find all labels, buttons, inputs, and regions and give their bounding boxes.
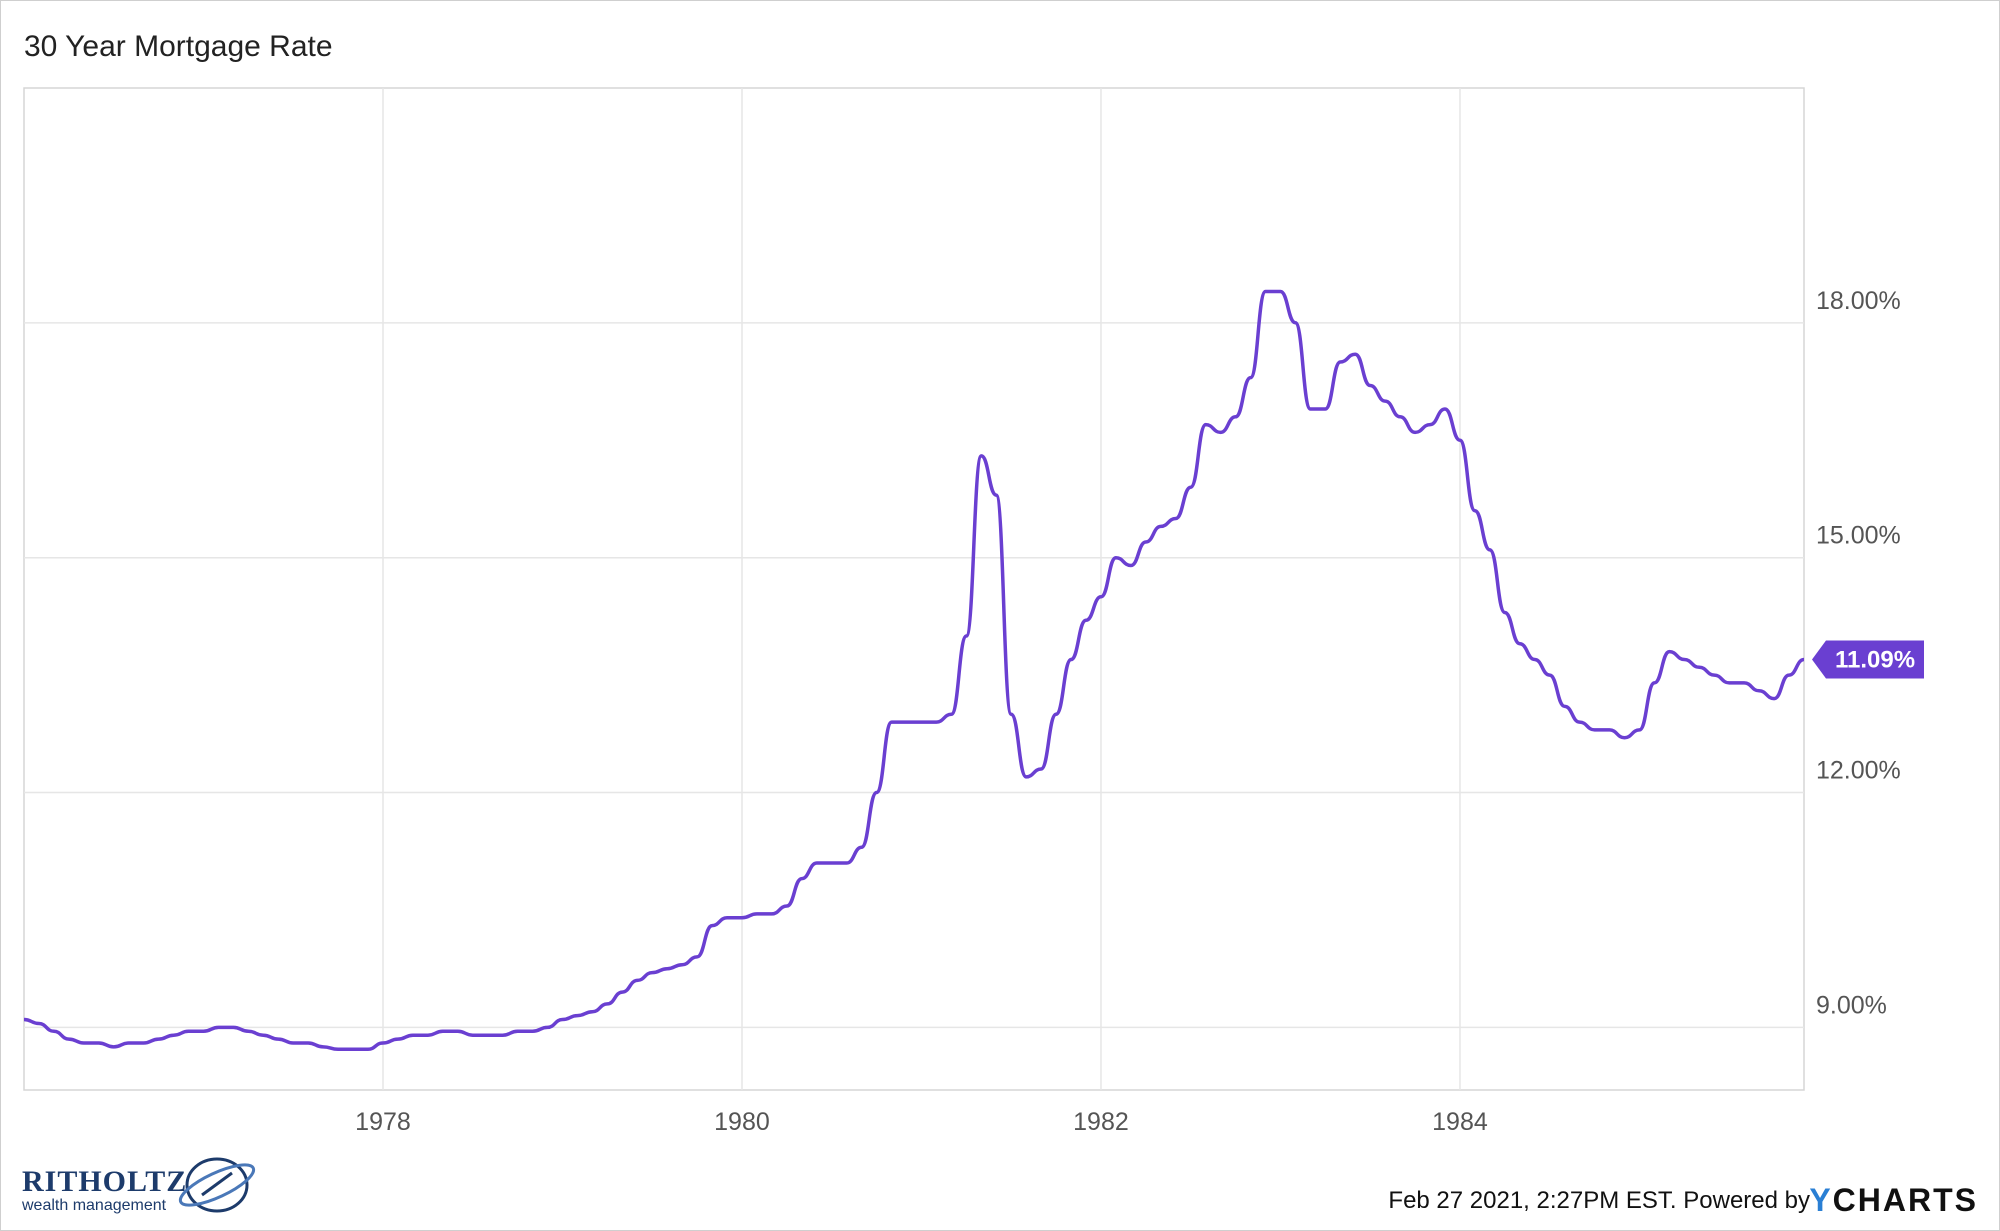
last-value-label: 11.09% bbox=[1835, 646, 1915, 673]
ritholtz-logo: RITHOLTZ wealth management bbox=[22, 1157, 256, 1215]
x-tick-label: 1978 bbox=[355, 1108, 411, 1136]
ycharts-logo: YCHARTS bbox=[1809, 1182, 1978, 1219]
footer-timestamp: Feb 27 2021, 2:27PM EST. Powered by bbox=[1388, 1187, 1810, 1214]
axis-ticks: 9.00% 12.00% 15.00% 18.00% 1978 1980 1982 1984 bbox=[355, 287, 1901, 1136]
y-tick-label: 12.00% bbox=[1816, 757, 1901, 785]
x-tick-label: 1982 bbox=[1073, 1108, 1129, 1136]
series-line bbox=[23, 289, 1805, 1052]
ritholtz-subtitle: wealth management bbox=[22, 1197, 167, 1214]
y-tick-label: 9.00% bbox=[1816, 991, 1887, 1019]
x-tick-label: 1980 bbox=[714, 1108, 770, 1136]
plot-area bbox=[23, 87, 1805, 1091]
last-value-badge: 11.09% bbox=[1812, 640, 1924, 679]
ritholtz-name: RITHOLTZ bbox=[22, 1165, 188, 1198]
chart-title: 30 Year Mortgage Rate bbox=[24, 30, 333, 63]
globe-icon bbox=[178, 1157, 256, 1213]
ycharts-logo-y: Y bbox=[1809, 1182, 1833, 1218]
grid-lines bbox=[24, 88, 1804, 1090]
y-tick-label: 18.00% bbox=[1816, 287, 1901, 315]
last-value-marker bbox=[1812, 640, 1924, 679]
x-tick-label: 1984 bbox=[1432, 1108, 1488, 1136]
series-layer bbox=[23, 289, 1805, 1052]
y-tick-label: 15.00% bbox=[1816, 522, 1901, 550]
ycharts-logo-text: CHARTS bbox=[1832, 1182, 1978, 1218]
